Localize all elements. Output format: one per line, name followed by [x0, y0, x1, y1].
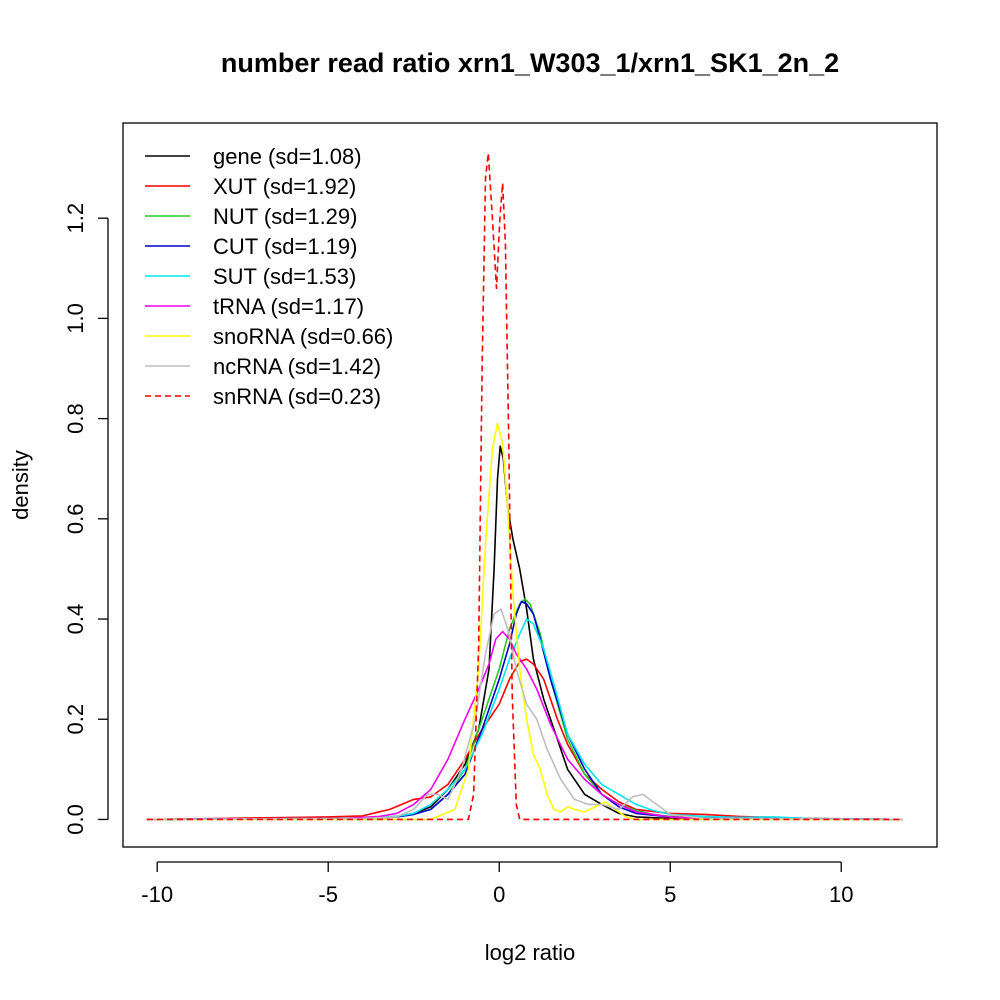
- legend-label: SUT (sd=1.53): [213, 264, 356, 289]
- legend-label: XUT (sd=1.92): [213, 174, 356, 199]
- series-line-1: [146, 658, 903, 821]
- x-tick-label: 10: [829, 882, 853, 907]
- y-tick-label: 0.8: [63, 403, 88, 434]
- series-line-3: [146, 600, 903, 821]
- legend-label: snRNA (sd=0.23): [213, 384, 381, 409]
- series-line-4: [146, 618, 903, 821]
- series-line-0: [146, 445, 903, 821]
- y-tick-label: 1.2: [63, 203, 88, 234]
- y-tick-label: 0.2: [63, 704, 88, 735]
- series-line-6: [146, 422, 903, 821]
- legend-label: gene (sd=1.08): [213, 144, 362, 169]
- series-line-7: [146, 608, 903, 821]
- legend-label: NUT (sd=1.29): [213, 204, 357, 229]
- x-tick-label: 0: [493, 882, 505, 907]
- x-axis-label: log2 ratio: [485, 940, 576, 965]
- y-axis-label: density: [8, 450, 33, 520]
- series-line-8: [146, 152, 903, 821]
- x-tick-label: -5: [318, 882, 338, 907]
- series-layer: [146, 152, 903, 821]
- y-tick-label: 0.4: [63, 604, 88, 635]
- legend-label: tRNA (sd=1.17): [213, 294, 364, 319]
- x-tick-label: -10: [141, 882, 173, 907]
- x-tick-label: 5: [664, 882, 676, 907]
- legend-label: snoRNA (sd=0.66): [213, 324, 393, 349]
- y-tick-label: 1.0: [63, 303, 88, 334]
- y-axis: 0.0 0.2 0.4 0.6 0.8 1.0 1.2: [63, 203, 109, 835]
- plot-frame: [122, 122, 938, 848]
- x-axis: -10 -5 0 5 10: [141, 861, 853, 907]
- legend-label: CUT (sd=1.19): [213, 234, 357, 259]
- legend-label: ncRNA (sd=1.42): [213, 354, 381, 379]
- y-tick-label: 0.0: [63, 804, 88, 835]
- chart-title: number read ratio xrn1_W303_1/xrn1_SK1_2…: [221, 48, 839, 78]
- y-tick-label: 0.6: [63, 504, 88, 535]
- legend: gene (sd=1.08) XUT (sd=1.92) NUT (sd=1.29)…: [145, 144, 393, 409]
